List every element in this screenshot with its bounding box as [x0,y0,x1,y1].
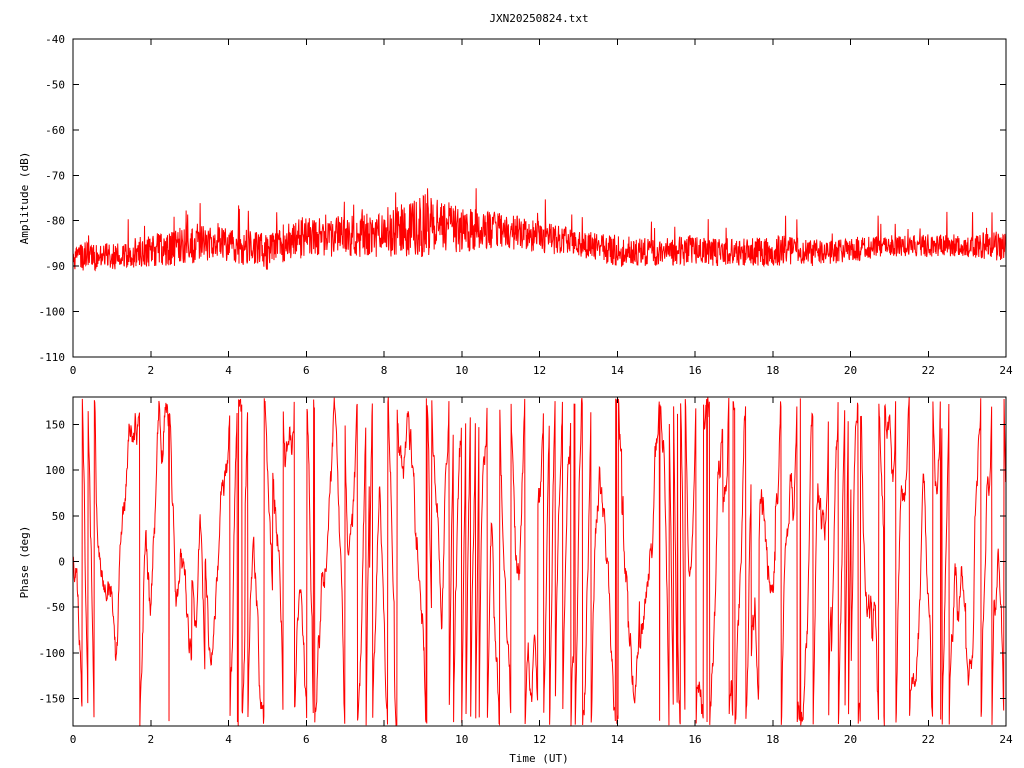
phase-x-tick-label: 24 [999,733,1013,746]
phase-ticks: 0 2 4 6 8 10 12 14 16 18 20 22 24150100500-50-100-15… [39,397,1013,746]
phase-x-tick-label: 14 [611,733,625,746]
phase-x-tick-label: 6 [303,733,310,746]
amplitude-x-tick-label: 0 [70,364,77,377]
amplitude-series-line [73,188,1006,272]
amplitude-x-tick-label: 2 [147,364,154,377]
phase-y-tick-label: 0 [58,556,65,569]
amplitude-x-tick-label: 6 [303,364,310,377]
phase-trace-group [73,397,1006,726]
phase-x-tick-label: 16 [688,733,701,746]
phase-x-tick-label: 4 [225,733,232,746]
phase-x-tick-label: 2 [147,733,154,746]
amplitude-y-axis-label: Amplitude (dB) [18,152,31,245]
phase-x-tick-label: 22 [922,733,935,746]
phase-x-tick-label: 10 [455,733,468,746]
phase-y-axis-label: Phase (deg) [18,526,31,599]
amplitude-trace-group [73,188,1006,272]
amplitude-x-tick-label: 16 [688,364,701,377]
phase-y-tick-label: -150 [39,693,66,706]
amplitude-x-tick-label: 14 [611,364,625,377]
chart-title: JXN20250824.txt [489,12,588,25]
amplitude-x-tick-label: 24 [999,364,1013,377]
phase-y-tick-label: -100 [39,647,66,660]
amplitude-y-tick-label: -80 [45,215,65,228]
amplitude-y-tick-label: -50 [45,78,65,91]
phase-y-tick-label: -50 [45,601,65,614]
amplitude-y-tick-label: -110 [39,351,66,364]
phase-x-tick-label: 18 [766,733,779,746]
amplitude-x-tick-label: 12 [533,364,546,377]
amplitude-y-tick-label: -90 [45,260,65,273]
amplitude-y-tick-label: -60 [45,124,65,137]
amplitude-ticks: 0 2 4 6 8 10 12 14 16 18 20 22 24-40-50-60-70-80-90-… [39,33,1013,377]
amplitude-plot-frame [72,38,1007,358]
amplitude-panel: 0 2 4 6 8 10 12 14 16 18 20 22 24-40-50-60-70-80-90-… [18,33,1013,377]
phase-x-tick-label: 12 [533,733,546,746]
phase-y-tick-label: 100 [45,464,65,477]
phase-x-tick-label: 8 [381,733,388,746]
phase-series-line [73,397,1006,726]
amplitude-x-tick-label: 4 [225,364,232,377]
phase-y-tick-label: 50 [52,510,65,523]
phase-x-axis-label: Time (UT) [509,752,569,765]
amplitude-x-tick-label: 8 [381,364,388,377]
amplitude-y-tick-label: -70 [45,169,65,182]
amplitude-y-tick-label: -40 [45,33,65,46]
amplitude-x-tick-label: 22 [922,364,935,377]
phase-plot-frame [72,396,1007,727]
phase-y-tick-label: 150 [45,418,65,431]
phase-x-tick-label: 0 [70,733,77,746]
phase-x-tick-label: 20 [844,733,857,746]
amplitude-x-tick-label: 10 [455,364,468,377]
phase-panel: 0 2 4 6 8 10 12 14 16 18 20 22 24150100500-50-100-15… [18,396,1013,765]
amplitude-y-tick-label: -100 [39,306,66,319]
amplitude-x-tick-label: 20 [844,364,857,377]
amplitude-x-tick-label: 18 [766,364,779,377]
